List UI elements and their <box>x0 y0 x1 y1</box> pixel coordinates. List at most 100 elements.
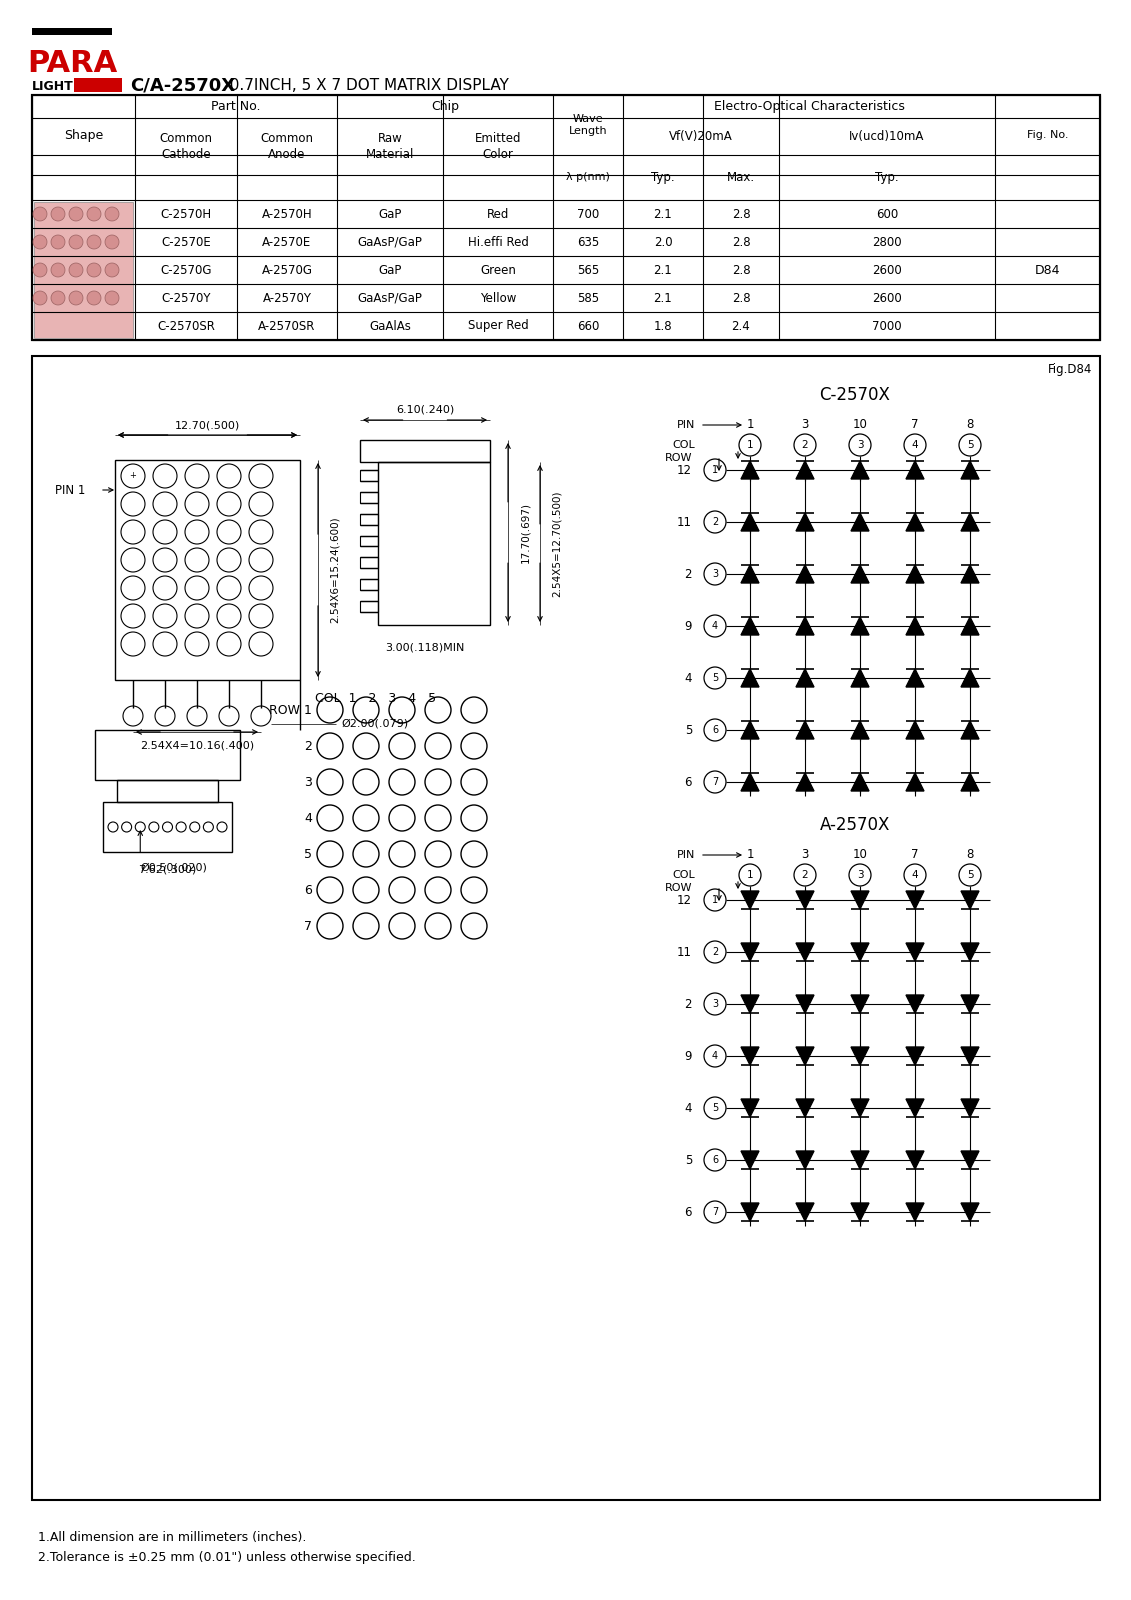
Polygon shape <box>961 669 979 686</box>
Text: COL  1   2   3   4   5: COL 1 2 3 4 5 <box>316 691 437 704</box>
Polygon shape <box>851 514 869 531</box>
Text: 3: 3 <box>711 998 718 1010</box>
Circle shape <box>87 235 101 250</box>
Circle shape <box>105 262 119 277</box>
Polygon shape <box>741 461 759 478</box>
Polygon shape <box>851 942 869 962</box>
Polygon shape <box>961 891 979 909</box>
Bar <box>103 802 232 851</box>
Text: PIN: PIN <box>676 850 696 861</box>
Polygon shape <box>961 722 979 739</box>
Text: ROW 1: ROW 1 <box>269 704 312 717</box>
Polygon shape <box>906 514 924 531</box>
Text: COL: COL <box>672 870 696 880</box>
Polygon shape <box>961 773 979 790</box>
Text: 9: 9 <box>684 1050 692 1062</box>
Text: 1: 1 <box>746 440 753 450</box>
Text: 4: 4 <box>912 870 918 880</box>
Polygon shape <box>851 891 869 909</box>
Text: 2: 2 <box>711 947 718 957</box>
Text: Common
Anode: Common Anode <box>260 133 313 160</box>
Text: PIN 1: PIN 1 <box>54 483 85 496</box>
Circle shape <box>51 235 64 250</box>
Text: Ø0.50(.020): Ø0.50(.020) <box>140 862 207 872</box>
Polygon shape <box>741 669 759 686</box>
Text: 2800: 2800 <box>872 235 901 248</box>
Polygon shape <box>741 514 759 531</box>
Circle shape <box>51 206 64 221</box>
Text: 1: 1 <box>746 870 753 880</box>
Polygon shape <box>741 618 759 635</box>
Polygon shape <box>741 1150 759 1170</box>
Text: C-2570X: C-2570X <box>820 386 890 403</box>
Text: 2.54X6=15.24(.600): 2.54X6=15.24(.600) <box>330 517 340 624</box>
Polygon shape <box>906 1099 924 1117</box>
Text: 7: 7 <box>912 848 918 861</box>
Text: 6: 6 <box>304 883 312 896</box>
Text: 8: 8 <box>966 419 974 432</box>
Text: Fig. No.: Fig. No. <box>1027 130 1069 141</box>
Text: 660: 660 <box>577 320 599 333</box>
Polygon shape <box>851 1046 869 1066</box>
Text: Electro-Optical Characteristics: Electro-Optical Characteristics <box>714 99 905 114</box>
Polygon shape <box>961 1046 979 1066</box>
Text: 1.All dimension are in millimeters (inches).: 1.All dimension are in millimeters (inch… <box>38 1531 307 1544</box>
Text: 600: 600 <box>875 208 898 221</box>
Text: 8: 8 <box>966 848 974 861</box>
Polygon shape <box>851 461 869 478</box>
Bar <box>32 94 1100 341</box>
Circle shape <box>105 291 119 306</box>
Text: A-2570Y: A-2570Y <box>262 291 311 304</box>
Text: 1: 1 <box>711 894 718 906</box>
Polygon shape <box>851 565 869 582</box>
Text: ROW: ROW <box>665 453 692 462</box>
Polygon shape <box>961 618 979 635</box>
Polygon shape <box>961 1099 979 1117</box>
Text: 5: 5 <box>711 674 718 683</box>
Text: ROW: ROW <box>665 883 692 893</box>
Text: Typ.: Typ. <box>875 171 899 184</box>
Text: Typ.: Typ. <box>651 171 675 184</box>
Text: Part No.: Part No. <box>211 99 261 114</box>
Text: 1: 1 <box>711 466 718 475</box>
Text: 5: 5 <box>684 723 692 736</box>
Polygon shape <box>796 1203 814 1221</box>
Bar <box>360 602 378 611</box>
Text: 2: 2 <box>304 739 312 752</box>
Bar <box>34 202 133 338</box>
Polygon shape <box>741 995 759 1013</box>
Text: C/A-2570X: C/A-2570X <box>130 77 235 94</box>
Polygon shape <box>741 773 759 790</box>
Bar <box>360 579 378 590</box>
Text: 2.54X5=12.70(.500): 2.54X5=12.70(.500) <box>552 490 562 597</box>
Polygon shape <box>906 891 924 909</box>
Text: Vf(V)20mA: Vf(V)20mA <box>670 130 733 142</box>
Polygon shape <box>796 773 814 790</box>
Polygon shape <box>961 1150 979 1170</box>
Circle shape <box>87 206 101 221</box>
Text: GaAsP/GaP: GaAsP/GaP <box>357 291 423 304</box>
Text: 7.62(.300): 7.62(.300) <box>138 866 197 875</box>
Polygon shape <box>961 1203 979 1221</box>
Text: 3: 3 <box>801 419 809 432</box>
Polygon shape <box>796 618 814 635</box>
Text: 2: 2 <box>684 997 692 1011</box>
Polygon shape <box>741 942 759 962</box>
Text: 6: 6 <box>711 725 718 734</box>
Text: A-2570H: A-2570H <box>261 208 312 221</box>
Text: 3: 3 <box>856 870 863 880</box>
Text: 2: 2 <box>802 440 809 450</box>
Text: 2600: 2600 <box>872 291 901 304</box>
Text: Yellow: Yellow <box>480 291 516 304</box>
Circle shape <box>87 291 101 306</box>
Text: 7: 7 <box>711 1206 718 1218</box>
Polygon shape <box>851 773 869 790</box>
Text: 635: 635 <box>577 235 599 248</box>
Text: 1.8: 1.8 <box>654 320 672 333</box>
Circle shape <box>69 291 83 306</box>
Polygon shape <box>741 722 759 739</box>
Text: A-2570G: A-2570G <box>261 264 312 277</box>
Text: 3.00(.118)MIN: 3.00(.118)MIN <box>386 642 465 653</box>
Polygon shape <box>741 1099 759 1117</box>
Polygon shape <box>796 891 814 909</box>
